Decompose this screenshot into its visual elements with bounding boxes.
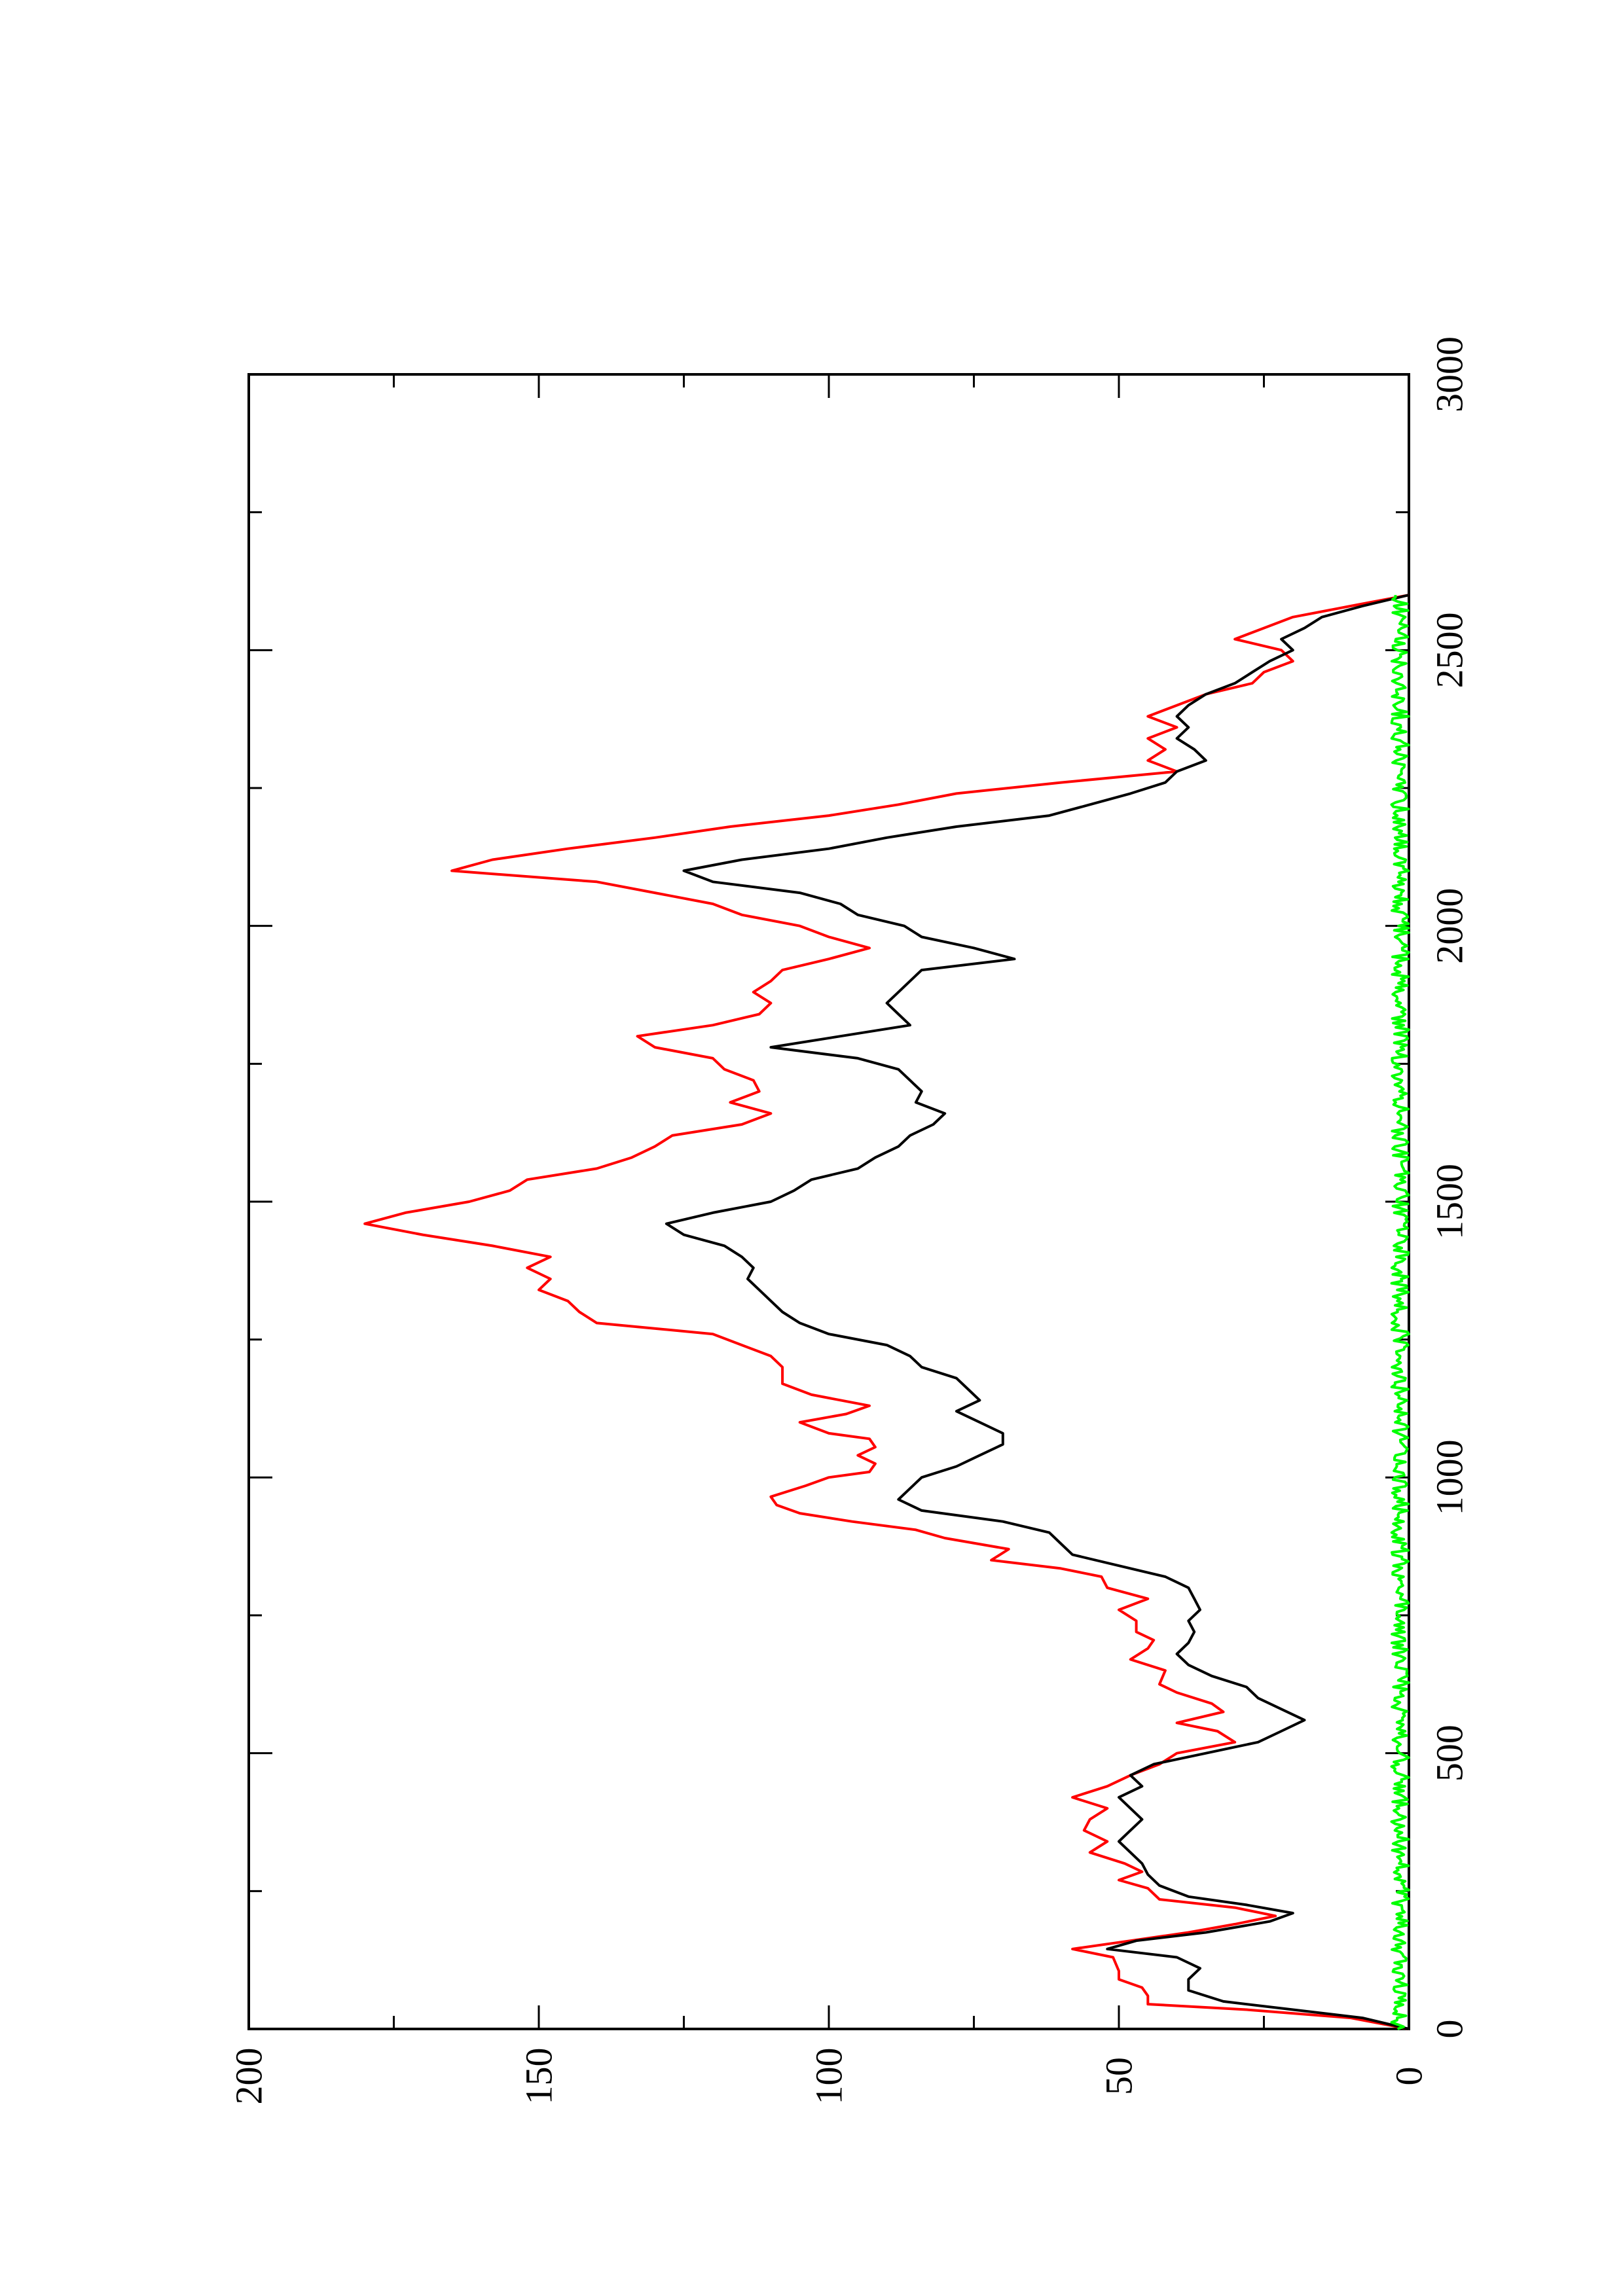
y-tick-label: 50 <box>1098 2057 1140 2095</box>
x-tick-label: 0 <box>1429 2020 1471 2039</box>
series-line-0 <box>363 594 1410 2030</box>
series-line-2 <box>1390 594 1410 2030</box>
x-tick-label: 3000 <box>1429 336 1471 412</box>
x-tick-label: 2000 <box>1429 888 1471 964</box>
y-tick-label: 200 <box>228 2048 270 2105</box>
x-tick-label: 500 <box>1429 1725 1471 1782</box>
plot-frame <box>247 373 1410 2030</box>
y-tick-label: 100 <box>808 2048 850 2105</box>
y-tick-label: 0 <box>1388 2067 1431 2086</box>
plot-area-border <box>247 373 1410 2030</box>
y-tick-label: 150 <box>518 2048 560 2105</box>
x-tick-label: 1500 <box>1429 1164 1471 1240</box>
axis-tick-labels: 0 500 1000 1500 2000 2500 3000 0 50 100 150 200 <box>228 336 1471 2105</box>
series-lines <box>363 594 1410 2030</box>
x-tick-label: 1000 <box>1429 1439 1471 1515</box>
x-tick-label: 2500 <box>1429 612 1471 688</box>
series-line-1 <box>665 594 1410 2030</box>
axis-ticks <box>247 373 1410 2030</box>
